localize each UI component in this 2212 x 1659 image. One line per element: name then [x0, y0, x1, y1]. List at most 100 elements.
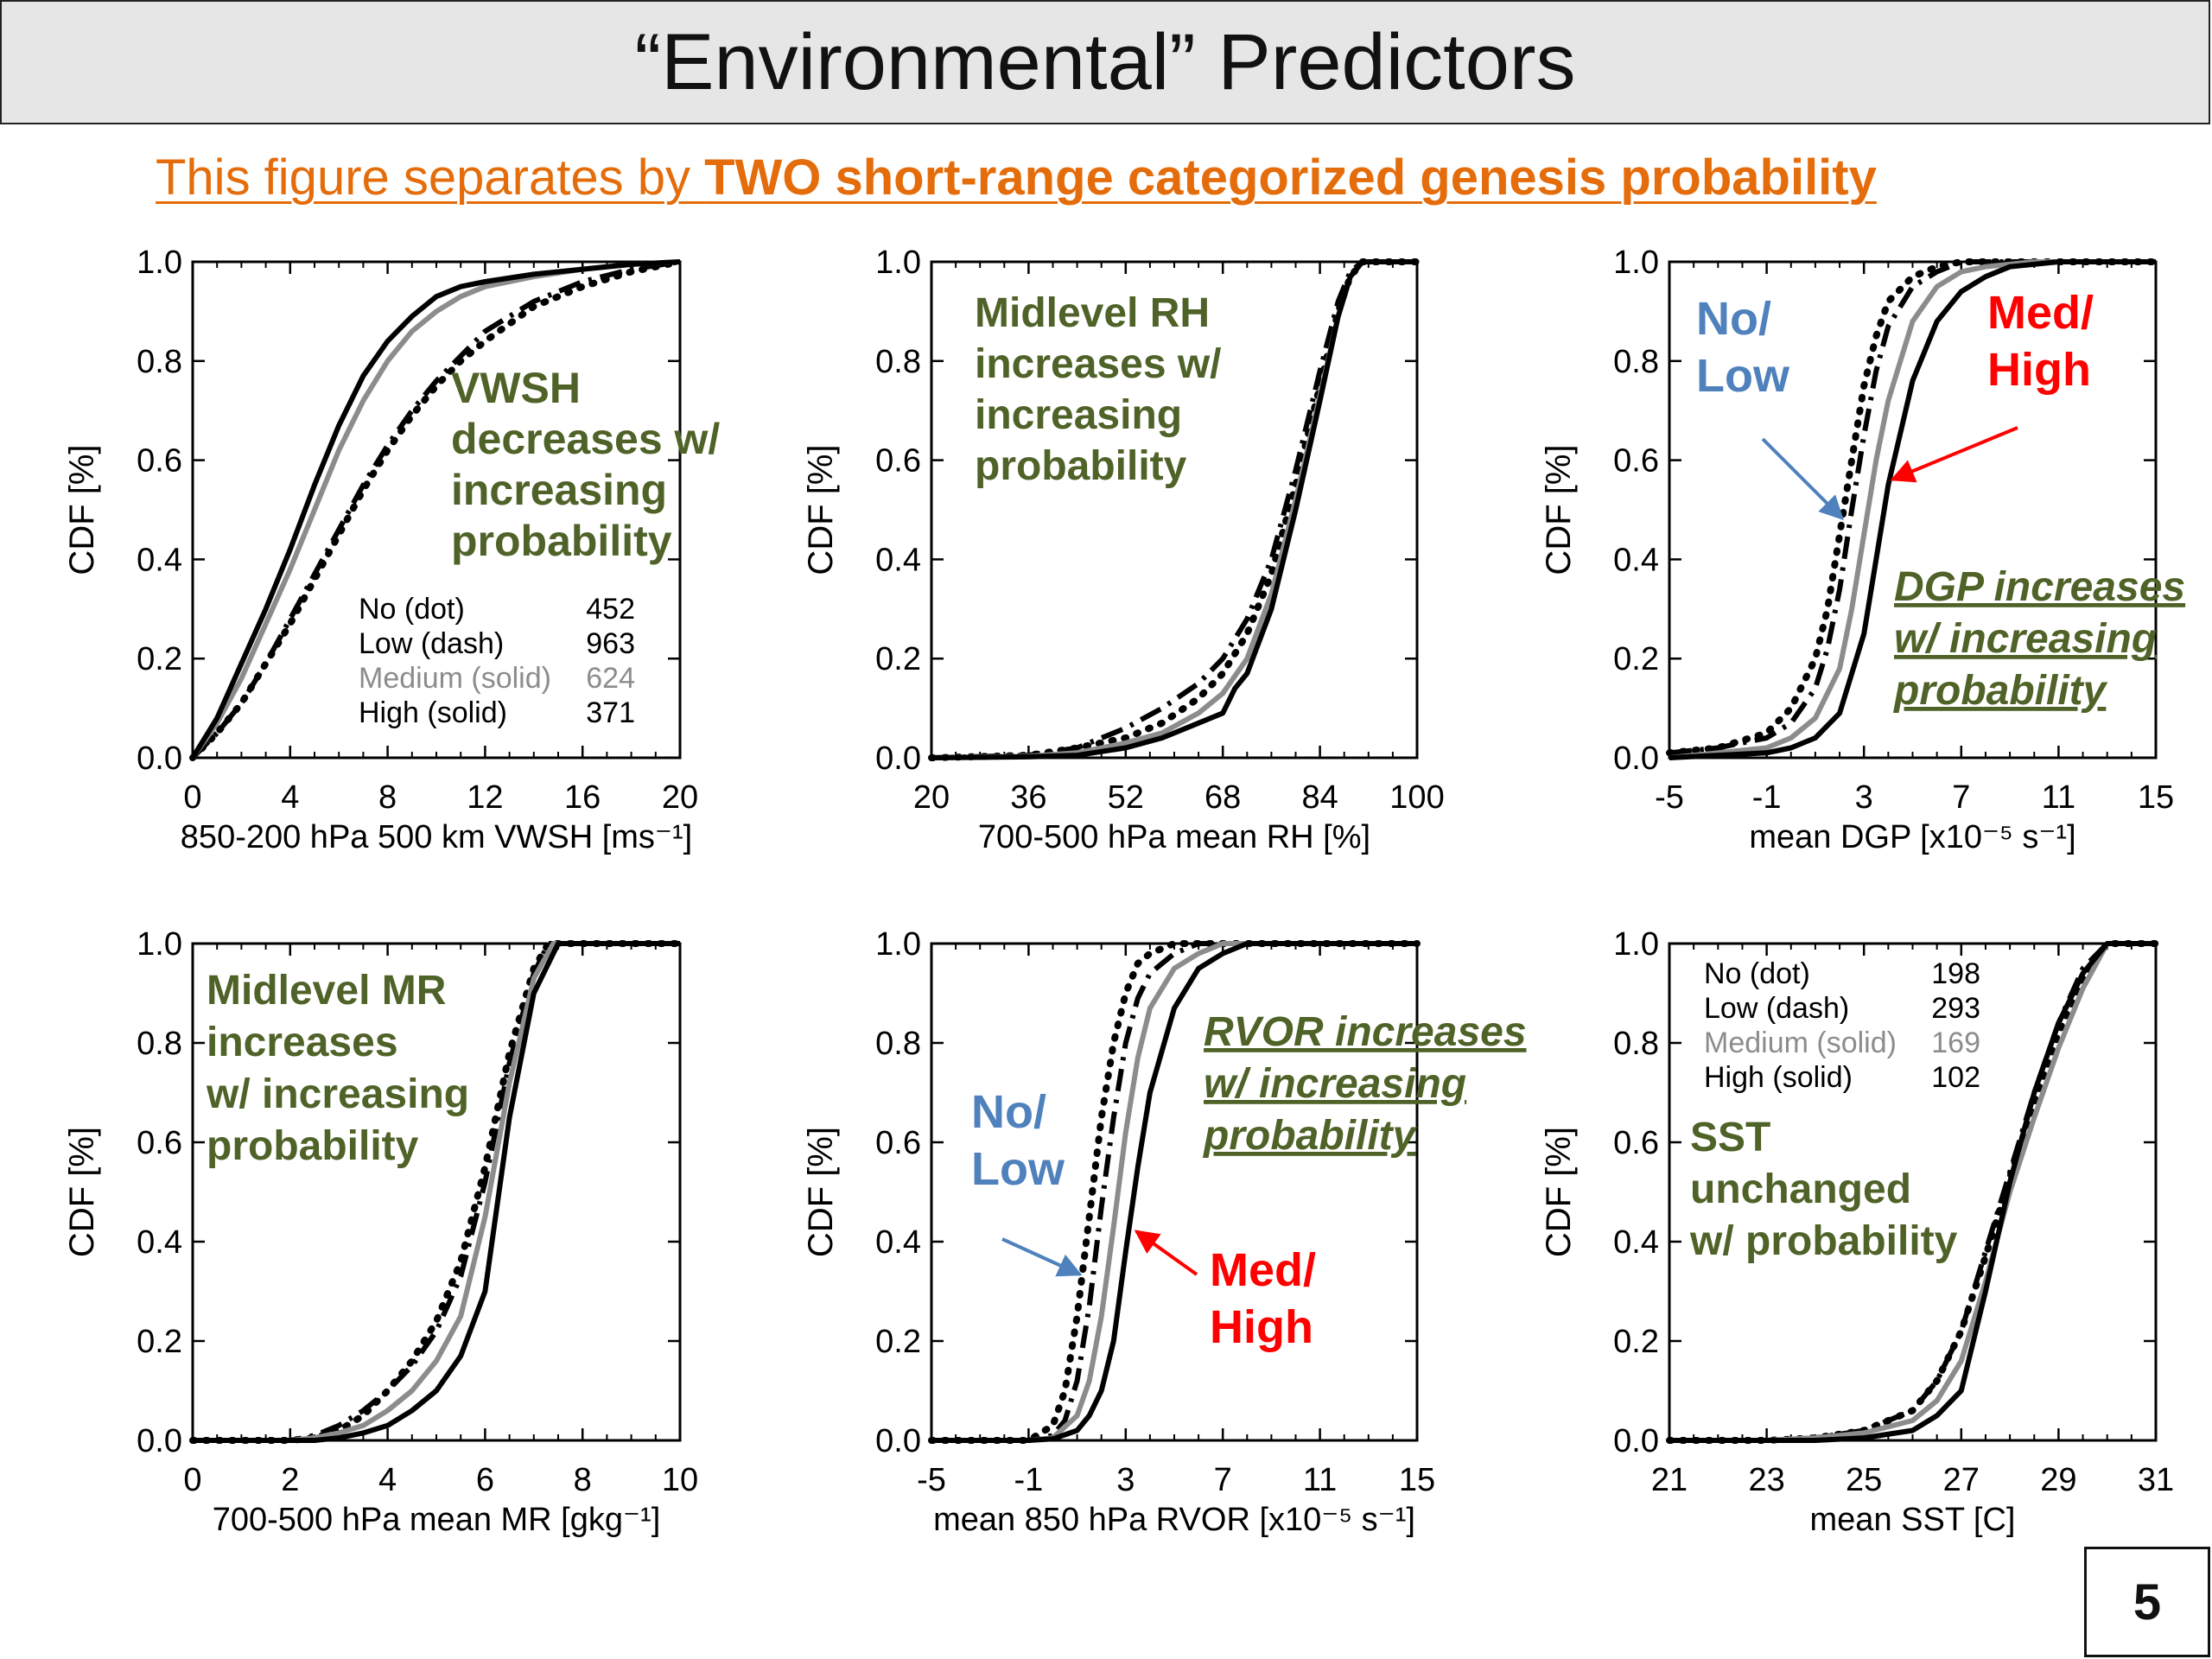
series-line-low: [931, 941, 1417, 1443]
x-tick-label: 11: [2042, 779, 2075, 816]
x-tick-label: 27: [1943, 1462, 1980, 1498]
annotation-text: w/ probability: [1689, 1218, 1958, 1264]
series-line-medium: [931, 941, 1417, 1443]
y-tick-label: 0.0: [1613, 1423, 1659, 1459]
legend-label: High (solid): [359, 696, 507, 729]
series-line-medium: [1669, 259, 2156, 760]
annotation-text: Med/: [1210, 1244, 1316, 1296]
y-tick-label: 0.8: [1613, 1026, 1659, 1062]
annotation-text: VWSH: [451, 364, 581, 412]
y-tick-label: 0.2: [1613, 1324, 1659, 1360]
x-tick-label: 31: [2138, 1462, 2174, 1498]
series-line-low: [193, 941, 680, 1443]
y-tick-label: 0.2: [875, 641, 921, 677]
series-line-no: [189, 940, 683, 1444]
y-tick-label: 0.4: [875, 1224, 921, 1261]
annotation-arrow: [1761, 437, 1844, 520]
y-tick-label: 0.6: [875, 1125, 921, 1161]
series-line-no: [928, 940, 1421, 1444]
annotation-arrow: [1001, 1237, 1083, 1277]
legend-count: 963: [586, 627, 635, 660]
x-tick-label: 12: [467, 779, 503, 816]
y-axis-label: CDF [%]: [802, 444, 840, 575]
annotation-arrow: [1134, 1230, 1198, 1276]
page-title: “Environmental” Predictors: [634, 17, 1576, 106]
annotation-text: increases w/: [975, 341, 1222, 387]
y-tick-label: 1.0: [875, 245, 921, 281]
x-tick-label: 20: [913, 779, 950, 816]
x-axis-label: mean 850 hPa RVOR [x10⁻⁵ s⁻¹]: [933, 1502, 1415, 1538]
chart-panel-1: 0 4 8 12 16 20 0.0 0.2 0.4 0.6 0.8 1.0 850-200 hPa 5…: [63, 245, 720, 855]
y-axis-label: CDF [%]: [1540, 444, 1578, 575]
annotation-text: increasing: [451, 466, 667, 514]
x-tick-label: 15: [1399, 1462, 1435, 1498]
legend-label: No (dot): [1704, 957, 1810, 990]
x-tick-label: 8: [574, 1462, 592, 1498]
subtitle: This figure separates by TWO short-range…: [156, 149, 1877, 207]
x-tick-label: -1: [1752, 779, 1782, 816]
annotation-text: probability: [975, 443, 1187, 489]
series-line-medium: [931, 259, 1417, 760]
annotation-text: High: [1210, 1301, 1313, 1353]
y-tick-label: 0.6: [1613, 1125, 1659, 1161]
chart-panel-3: -5 -1 3 7 11 15 0.0 0.2 0.4 0.6 0.8 1.0 mean DGP [x1…: [1540, 245, 2185, 855]
plot-frame: [930, 260, 1419, 760]
y-tick-label: 1.0: [137, 245, 182, 281]
y-tick-label: 1.0: [137, 926, 182, 963]
chart-panel-6: 21 23 25 27 29 31 0.0 0.2 0.4 0.6 0.8 1.0 mean SST […: [1540, 926, 2174, 1538]
annotation-text: Low: [1696, 350, 1790, 402]
legend-label: High (solid): [1704, 1061, 1853, 1094]
annotation-text: probability: [1892, 668, 2108, 714]
series-line-high: [1669, 941, 2156, 1443]
series-line-high: [931, 941, 1417, 1443]
y-tick-label: 0.6: [137, 443, 182, 480]
series-line-low: [931, 259, 1417, 760]
x-tick-label: 6: [476, 1462, 494, 1498]
y-tick-label: 0.0: [875, 741, 921, 777]
x-tick-label: 0: [183, 779, 201, 816]
x-tick-label: 20: [662, 779, 698, 816]
y-tick-label: 1.0: [875, 926, 921, 963]
series-line-high: [193, 941, 680, 1443]
series-line-no: [1666, 258, 2159, 757]
y-tick-label: 0.4: [137, 542, 182, 578]
annotation-text: No/: [1696, 293, 1771, 345]
annotation-arrow: [1890, 426, 2018, 483]
x-tick-label: 4: [378, 1462, 397, 1498]
y-tick-label: 0.8: [875, 344, 921, 380]
annotation-text: RVOR increases: [1204, 1009, 1527, 1055]
plot-frame: [191, 942, 682, 1442]
page-number-box: 5: [2084, 1547, 2210, 1657]
series-line-low: [190, 259, 681, 760]
series-line-medium: [1669, 941, 2156, 1443]
y-tick-label: 0.8: [1613, 344, 1659, 380]
y-tick-label: 1.0: [1613, 926, 1659, 963]
series-line-medium: [193, 941, 680, 1443]
series-line-high: [931, 259, 1417, 760]
x-tick-label: 8: [378, 779, 397, 816]
y-tick-label: 0.4: [137, 1224, 182, 1261]
annotation-text: Midlevel MR: [207, 968, 446, 1014]
y-tick-label: 0.0: [875, 1423, 921, 1459]
annotation-text: decreases w/: [451, 415, 720, 463]
y-tick-label: 0.8: [137, 344, 182, 380]
chart-panel-2: 20 36 52 68 84 100 0.0 0.2 0.4 0.6 0.8 1.0 700-500 h…: [802, 245, 1445, 855]
y-tick-label: 0.0: [137, 741, 182, 777]
legend-count: 452: [586, 593, 635, 626]
annotation-text: unchanged: [1690, 1166, 1911, 1212]
annotation-text: increasing: [975, 392, 1182, 438]
subtitle-bold: TWO short-range categorized genesis prob…: [704, 149, 1877, 206]
y-tick-label: 1.0: [1613, 245, 1659, 281]
x-tick-label: -1: [1014, 1462, 1044, 1498]
annotation-text: probability: [207, 1123, 419, 1169]
x-tick-label: 68: [1205, 779, 1241, 816]
annotation-text: probability: [451, 517, 672, 565]
y-tick-label: 0.4: [1613, 1224, 1659, 1261]
x-tick-label: 4: [281, 779, 299, 816]
series-line-no: [928, 258, 1421, 761]
annotation-text: High: [1987, 344, 2091, 396]
x-tick-label: 52: [1108, 779, 1144, 816]
legend-label: No (dot): [359, 593, 465, 626]
y-tick-label: 0.0: [137, 1423, 182, 1459]
